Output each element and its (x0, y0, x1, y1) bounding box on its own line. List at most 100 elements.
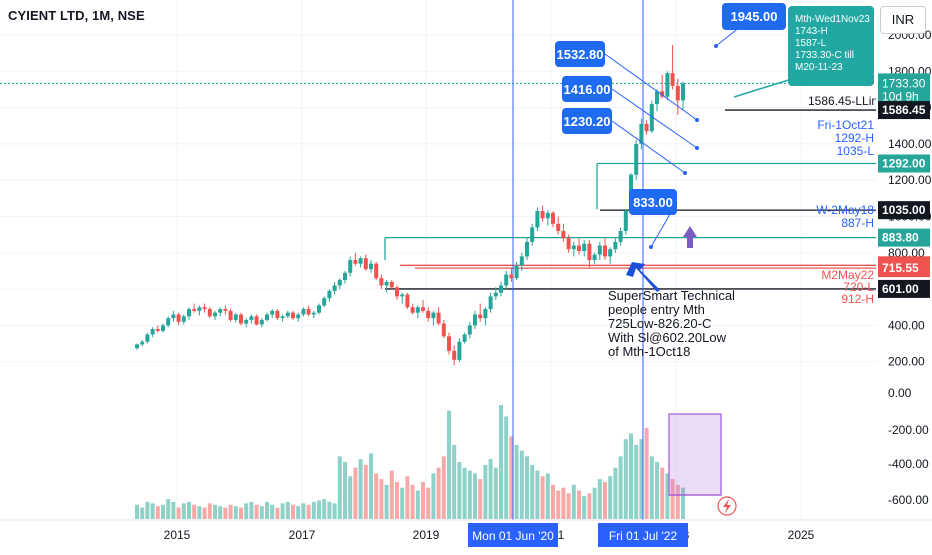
candle-body (322, 298, 327, 306)
volume-bar (561, 487, 566, 519)
volume-bar (535, 470, 540, 519)
info-box-line: 1733.30-C till (795, 50, 854, 61)
volume-bar (379, 479, 384, 519)
candle-body (535, 211, 540, 228)
volume-bar (176, 507, 181, 519)
candle-body (317, 305, 321, 313)
candle-body (571, 245, 576, 250)
volume-bar (493, 467, 498, 519)
candle-body (270, 310, 275, 315)
candle-body (551, 212, 555, 224)
candle-body (525, 241, 529, 257)
candle-body (171, 314, 176, 319)
candle-body (582, 243, 587, 251)
callout-1532 (555, 41, 605, 67)
candle-body (181, 316, 186, 322)
callout-1230-anchor (683, 171, 687, 175)
m2may22-label: 912-H (841, 292, 874, 306)
volume-bar (202, 507, 207, 519)
volume-bar (410, 484, 415, 519)
price-badge (878, 154, 930, 173)
candle-body (493, 292, 498, 297)
candle-body (384, 281, 389, 286)
price-badge-text: 601.00 (882, 282, 919, 296)
price-badge (878, 228, 930, 247)
callout-1945-leader (715, 26, 741, 47)
price-badge (878, 201, 930, 220)
price-tick-label: 800.00 (888, 246, 925, 260)
volume-bar (181, 503, 186, 519)
candle-body (218, 309, 223, 313)
candle-body (207, 309, 212, 317)
price-badge-current (878, 73, 930, 104)
volume-bar (337, 456, 342, 519)
volume-bar (389, 470, 394, 519)
volume-bar (374, 473, 379, 519)
time-highlight-text: Fri 01 Jul '22 (609, 529, 678, 543)
price-tick-label: 400.00 (888, 318, 925, 332)
volume-bar (135, 504, 139, 519)
volume-bar (280, 503, 285, 519)
volume-bar (473, 473, 477, 519)
fri-1oct21-label: 1292-H (835, 131, 874, 145)
volume-bar (597, 479, 602, 519)
volume-bar (187, 501, 191, 519)
candle-body (504, 274, 509, 286)
info-box-line: Mth-Wed1Nov23 (795, 14, 870, 25)
volume-bar (431, 473, 436, 519)
fri-1oct21-label: Fri-1Oct21 (817, 118, 874, 132)
callout-1230-leader (611, 120, 686, 174)
volume-bar (296, 506, 301, 519)
currency-button[interactable]: INR (880, 6, 926, 34)
volume-bar (582, 496, 587, 519)
price-badge-text: 1292.00 (882, 157, 926, 171)
lightning-icon (723, 499, 731, 513)
volume-bar (395, 481, 399, 519)
volume-bar (275, 507, 280, 519)
volume-bar (317, 500, 321, 519)
candle-body (353, 260, 358, 264)
candle-body (161, 325, 165, 331)
candle-body (389, 281, 394, 288)
time-highlight-text: Mon 01 Jun '20 (472, 529, 554, 543)
candle-body (213, 312, 217, 317)
drawings: 1945.00 1532.80 1416.00 1230.20 833.00 Mth-We… (555, 3, 875, 516)
candle-body (239, 314, 243, 324)
volume-bar (228, 504, 233, 519)
callout-1532-text: 1532.80 (557, 47, 604, 62)
candle-body (140, 341, 145, 345)
volume-bar (457, 462, 462, 519)
candle-body (285, 312, 290, 317)
volume-bar (327, 501, 332, 519)
volume-bar (301, 503, 306, 519)
candle-body (332, 285, 337, 291)
w-2may18-label: W-2May18 (816, 203, 874, 217)
pointer-arrow-icon (626, 262, 660, 292)
candle-body (639, 123, 644, 144)
candle-body (228, 310, 233, 320)
volume-bar (405, 476, 410, 519)
candle-body (176, 314, 181, 322)
callout-1230-text: 1230.20 (564, 114, 611, 129)
candle-body (395, 287, 399, 297)
candle-body (337, 280, 342, 286)
volume-tick-label: 0.00 (888, 386, 912, 400)
callout-1416-leader (611, 88, 698, 149)
info-box-leader (733, 77, 796, 98)
price-badge-text: 1586.45 (882, 103, 926, 117)
callout-1532-anchor (695, 118, 699, 122)
fri-1oct21-label: 1035-L (837, 144, 875, 158)
w-2may18-label: 887-H (841, 216, 874, 230)
volume-bar (675, 484, 680, 519)
volume-bar (478, 479, 483, 519)
volume-bar (140, 507, 145, 519)
candle-body (223, 309, 228, 311)
candle-body (296, 314, 301, 319)
volume-bar (322, 499, 327, 519)
volume-bar (363, 464, 368, 519)
m2may22-label: 720-L (843, 280, 874, 294)
volume-bar (660, 467, 665, 519)
volume-bar (207, 503, 212, 519)
